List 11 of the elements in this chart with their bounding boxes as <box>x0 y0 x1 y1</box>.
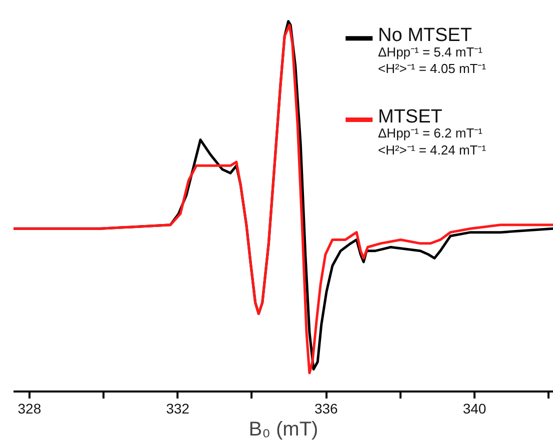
x-tick-label: 340 <box>462 400 486 416</box>
annotation: <H²>⁻¹ = 4.05 mT⁻¹ <box>378 60 487 76</box>
legend-label: No MTSET <box>378 25 472 46</box>
x-tick-label: 336 <box>314 400 338 416</box>
annotation: ΔHpp⁻¹ = 5.4 mT⁻¹ <box>378 44 484 60</box>
legend-label: MTSET <box>378 106 443 128</box>
x-tick-label: 328 <box>18 400 42 416</box>
x-tick-label: 332 <box>166 400 190 416</box>
annotation: ΔHpp⁻¹ = 6.2 mT⁻¹ <box>378 126 484 141</box>
x-axis-title: B₀ (mT) <box>248 418 318 440</box>
annotation: <H²>⁻¹ = 4.24 mT⁻¹ <box>378 142 487 158</box>
